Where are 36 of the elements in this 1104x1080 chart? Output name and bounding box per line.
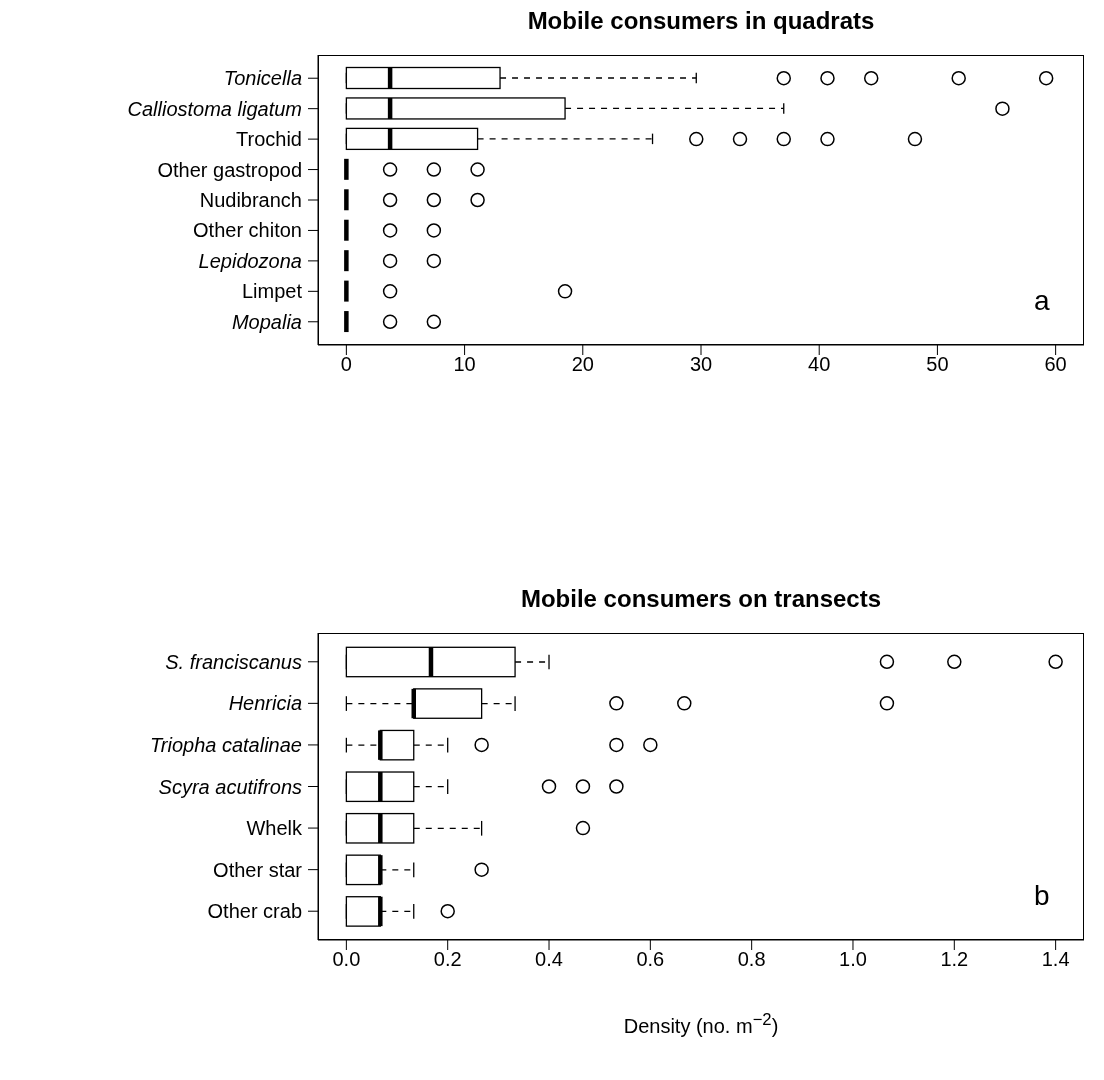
x-tick-label: 1.2	[940, 948, 969, 971]
x-tick-label: 1.4	[1041, 948, 1070, 971]
y-tick-label: Tonicella	[223, 67, 302, 90]
y-tick-label: Calliostoma ligatum	[127, 97, 302, 120]
x-tick-label: 10	[453, 353, 476, 376]
x-tick-label: 30	[689, 353, 713, 376]
y-tick-label: Triopha catalinae	[150, 733, 302, 756]
y-tick-label: Trochid	[236, 128, 302, 151]
y-tick-label: Other chiton	[193, 219, 302, 242]
x-tick-label: 0.0	[332, 948, 361, 971]
y-tick-label: Mopalia	[231, 310, 302, 333]
y-tick-label: Whelk	[246, 817, 303, 840]
y-tick-label: Nudibranch	[199, 189, 302, 211]
x-tick-label: 50	[926, 353, 949, 376]
chart-title: Mobile consumers on transects	[519, 585, 883, 613]
x-tick-label: 0	[340, 353, 352, 376]
annotation: b	[1034, 880, 1050, 912]
x-tick-label: 1.0	[839, 948, 867, 971]
y-tick-label: Scyra acutifrons	[158, 775, 302, 798]
chart-title: Mobile consumers in quadrats	[526, 7, 876, 35]
x-axis-title: Density (no. m$^{−2}$)	[622, 1010, 780, 1038]
annotation: a	[1034, 285, 1050, 317]
x-tick-label: 0.6	[636, 948, 665, 971]
y-tick-label: S. franciscanus	[165, 650, 302, 673]
y-tick-label: Other star	[213, 858, 303, 881]
x-tick-label: 0.8	[737, 948, 766, 971]
y-tick-label: Other gastropod	[157, 158, 302, 181]
x-tick-label: 60	[1044, 353, 1067, 376]
x-tick-label: 40	[808, 353, 831, 376]
x-tick-label: 0.4	[535, 948, 563, 971]
y-tick-label: Lepidozona	[198, 249, 302, 272]
y-tick-label: Limpet	[241, 280, 303, 303]
y-tick-label: Henricia	[228, 692, 302, 715]
y-tick-label: Other crab	[207, 900, 302, 923]
x-tick-label: 0.2	[433, 948, 462, 971]
x-tick-label: 20	[571, 353, 594, 376]
